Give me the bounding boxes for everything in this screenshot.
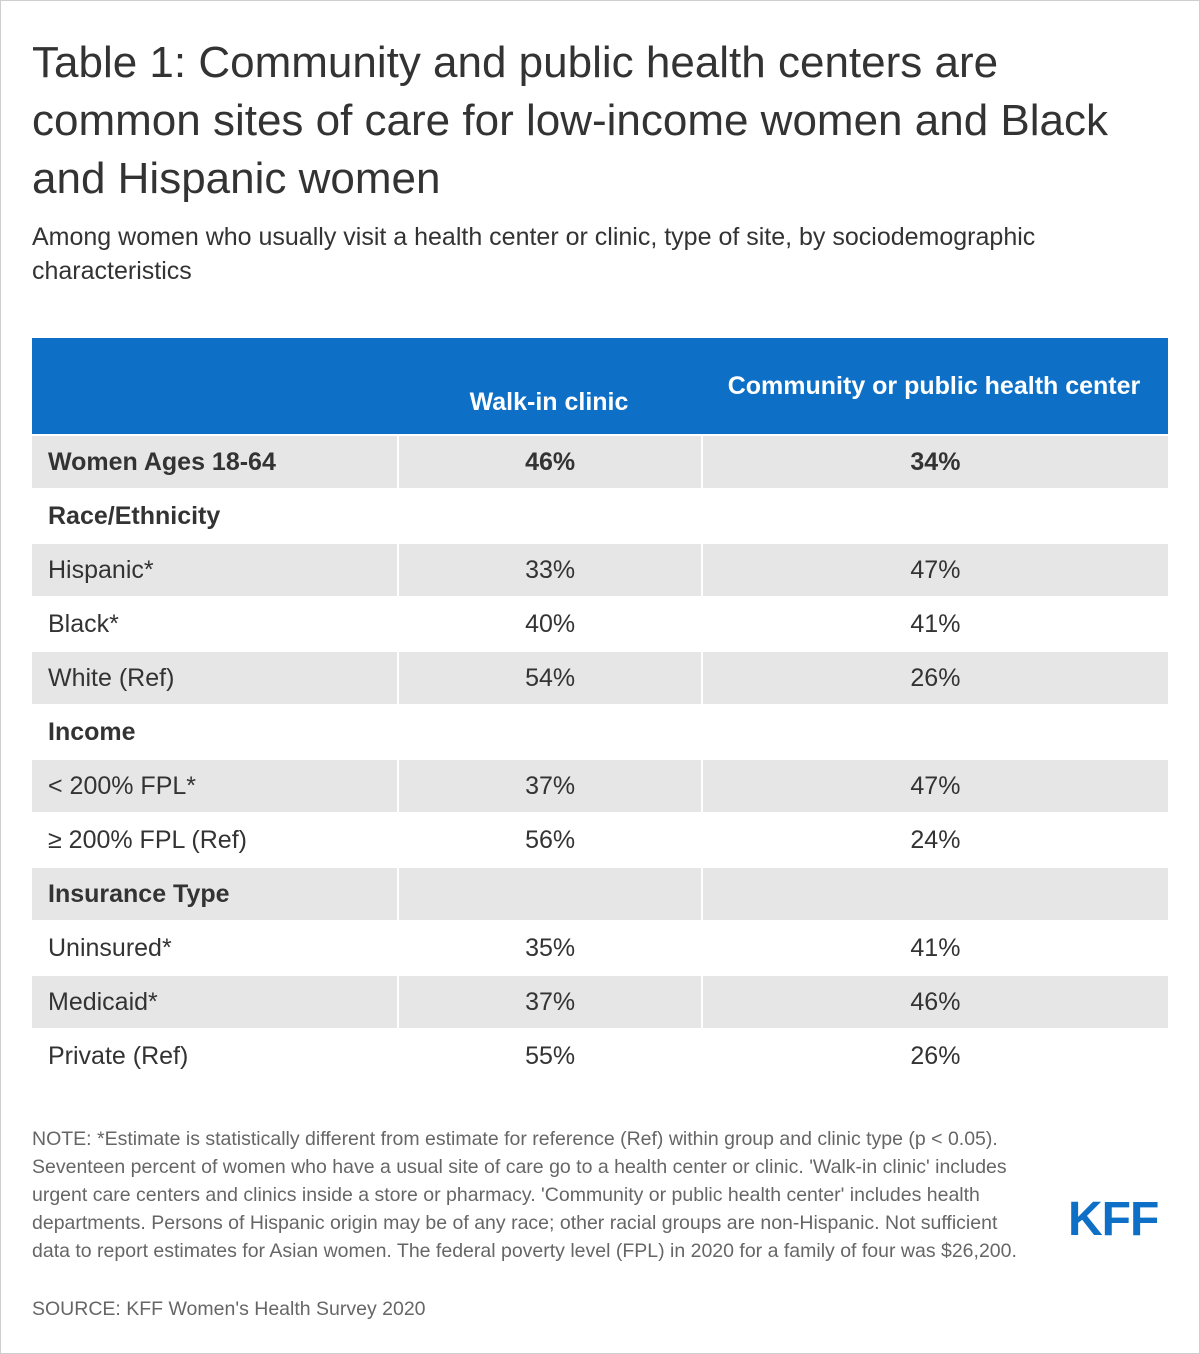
cell-walk-in — [399, 490, 700, 542]
footnote: NOTE: *Estimate is statistically differe… — [32, 1128, 1017, 1262]
table-group-row: Insurance Type — [32, 868, 1168, 920]
table-row: White (Ref) 54% 26% — [32, 652, 1168, 704]
table-row: Medicaid* 37% 46% — [32, 976, 1168, 1028]
cell-community — [703, 490, 1168, 542]
table-row: Private (Ref) 55% 26% — [32, 1030, 1168, 1082]
group-label: Insurance Type — [32, 868, 398, 920]
row-label: White (Ref) — [32, 652, 398, 704]
table-row: ≥ 200% FPL (Ref) 56% 24% — [32, 814, 1168, 866]
cell-walk-in: 56% — [525, 825, 576, 854]
table-row: Uninsured* 35% 41% — [32, 922, 1168, 974]
table-group-row: Income — [32, 706, 1168, 758]
table-row: Black* 40% 41% — [32, 598, 1168, 650]
row-label: Private (Ref) — [48, 1041, 189, 1070]
cell-community — [702, 868, 1168, 920]
cell-community: 47% — [702, 760, 1168, 812]
table-row: Hispanic* 33% 47% — [32, 544, 1168, 596]
cell-community: 24% — [910, 825, 961, 854]
table-header: Walk-in clinic Community or public healt… — [32, 338, 1168, 434]
cell-community: 26% — [702, 652, 1168, 704]
row-label: Medicaid* — [32, 976, 398, 1028]
cell-community: 26% — [910, 1041, 961, 1070]
header-cell-walk-in: Walk-in clinic — [469, 388, 629, 416]
row-label: Black* — [48, 609, 119, 638]
cell-walk-in — [399, 706, 700, 758]
table-row: < 200% FPL* 37% 47% — [32, 760, 1168, 812]
row-label: Hispanic* — [32, 544, 398, 596]
chart-title: Table 1: Community and public health cen… — [32, 38, 1108, 203]
cell-community: 47% — [702, 544, 1168, 596]
header-cell-community: Community or public health center — [727, 371, 1141, 400]
cell-community: 41% — [910, 609, 961, 638]
cell-walk-in: 46% — [399, 436, 701, 488]
table-group-row: Race/Ethnicity — [32, 490, 1168, 542]
data-table: Walk-in clinic Community or public healt… — [32, 338, 1168, 1082]
cell-community: 34% — [702, 436, 1168, 488]
row-label: Uninsured* — [48, 933, 172, 962]
cell-walk-in: 35% — [525, 933, 576, 962]
cell-walk-in: 37% — [399, 976, 701, 1028]
cell-walk-in: 54% — [399, 652, 701, 704]
cell-walk-in: 37% — [399, 760, 701, 812]
group-label: Race/Ethnicity — [48, 501, 221, 530]
header-cell-label — [32, 338, 398, 434]
cell-community — [703, 706, 1168, 758]
cell-community: 41% — [910, 933, 961, 962]
chart-subtitle: Among women who usually visit a health c… — [32, 223, 1036, 285]
kff-logo: KFF — [1068, 1193, 1159, 1246]
cell-walk-in: 33% — [399, 544, 701, 596]
cell-walk-in: 40% — [525, 609, 576, 638]
cell-community: 46% — [702, 976, 1168, 1028]
row-label: ≥ 200% FPL (Ref) — [48, 825, 247, 854]
row-label: Women Ages 18-64 — [32, 436, 398, 488]
group-label: Income — [48, 717, 136, 746]
cell-walk-in — [399, 868, 701, 920]
source-line: SOURCE: KFF Women's Health Survey 2020 — [32, 1298, 426, 1320]
table-row: Women Ages 18-64 46% 34% — [32, 436, 1168, 488]
cell-walk-in: 55% — [525, 1041, 576, 1070]
row-label: < 200% FPL* — [32, 760, 398, 812]
